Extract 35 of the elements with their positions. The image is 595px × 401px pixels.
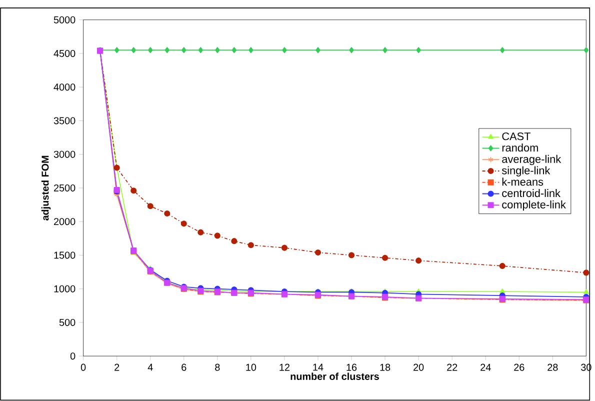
y-tick-label: 3500 [54, 117, 76, 124]
x-tick-label: 2 [114, 364, 120, 371]
y-tick-label: 2000 [54, 218, 76, 226]
x-tick-label: 14 [313, 364, 324, 371]
x-tick-label: 24 [480, 364, 491, 371]
y-tick-label: 3000 [54, 150, 76, 158]
y-tick-label: 1500 [54, 252, 76, 259]
y-tick-label: 1000 [54, 285, 76, 292]
y-tick-label: 0 [70, 352, 76, 360]
x-tick-label: 6 [182, 364, 186, 371]
x-tick-label: 18 [380, 364, 390, 371]
x-tick-label: 10 [246, 364, 256, 371]
y-tick-label: 4500 [54, 50, 76, 58]
x-tick-label: 26 [514, 364, 524, 371]
legend-label: k-means [502, 178, 544, 186]
legend-label: CAST [502, 132, 531, 140]
x-tick-label: 20 [414, 364, 424, 371]
x-axis-title: number of clusters [290, 372, 379, 380]
legend-label: single-link [502, 166, 550, 177]
legend-label: centroid-link [502, 189, 560, 198]
x-tick-label: 8 [215, 364, 220, 371]
x-tick-label: 0 [80, 364, 86, 371]
y-axis-title: adjusted FOM [41, 156, 51, 221]
x-tick-label: 16 [346, 364, 357, 371]
legend-label: random [502, 144, 538, 152]
legend-label: average-link [502, 155, 562, 166]
y-tick-label: 2500 [54, 184, 76, 192]
x-tick-label: 4 [148, 364, 153, 371]
x-tick-label: 22 [447, 364, 458, 371]
legend-label: complete-link [502, 200, 566, 211]
y-tick-label: 5000 [54, 16, 76, 24]
y-tick-label: 4000 [54, 84, 76, 91]
x-tick-label: 12 [280, 364, 290, 371]
y-tick-label: 500 [59, 319, 76, 326]
x-tick-label: 28 [548, 364, 558, 371]
